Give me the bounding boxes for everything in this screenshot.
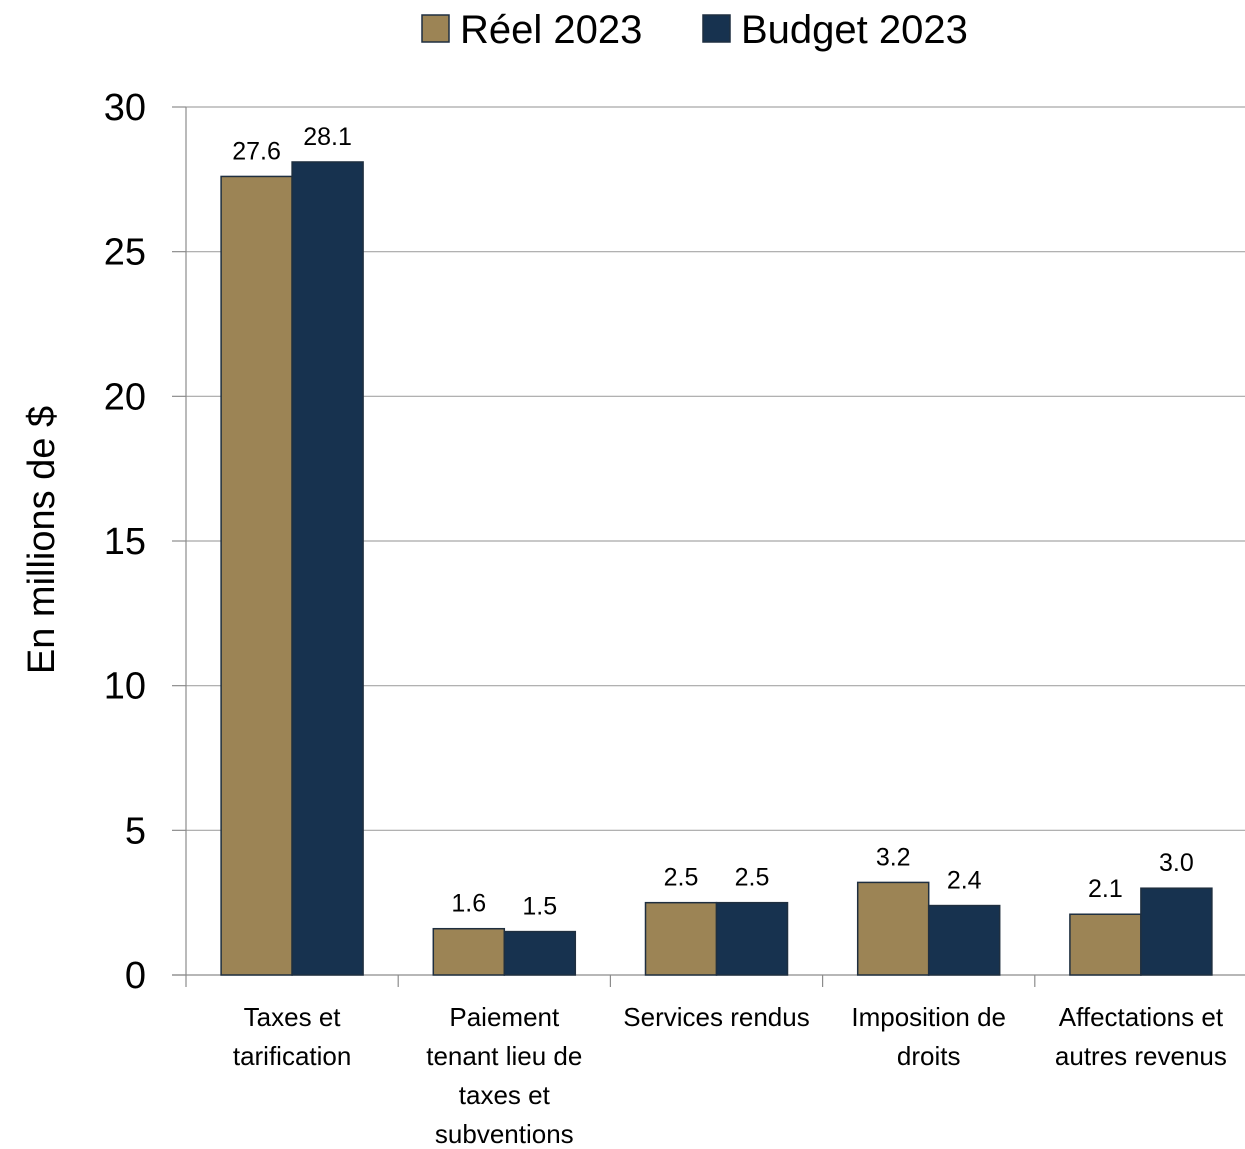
x-category-label-line: Imposition de <box>851 1002 1006 1032</box>
y-tick-label: 0 <box>125 955 146 997</box>
y-tick-label: 20 <box>104 376 146 418</box>
data-label: 27.6 <box>232 137 281 165</box>
x-category-label-line: autres revenus <box>1055 1041 1227 1071</box>
y-tick-label: 15 <box>104 521 146 563</box>
data-label: 2.5 <box>664 864 699 892</box>
y-axis-label: En millions de $ <box>21 406 63 674</box>
legend-label: Réel 2023 <box>460 8 642 52</box>
bar-reel <box>856 881 930 976</box>
x-category-label: Imposition de droits <box>851 1002 1006 1071</box>
legend-swatch <box>421 14 450 43</box>
bar-budget <box>503 930 577 976</box>
value-labels: 27.6 28.1 1.6 1.5 2.5 2.5 3.2 2.4 2.1 3.0 <box>232 123 1194 921</box>
x-category-label-line: taxes et <box>459 1080 551 1110</box>
y-tick-label: 5 <box>125 810 146 852</box>
bar-budget <box>715 901 789 976</box>
data-label: 2.5 <box>735 864 770 892</box>
y-tick-labels: 0 5 10 15 20 25 30 <box>104 87 146 997</box>
data-label: 2.4 <box>947 867 982 895</box>
data-label: 2.1 <box>1088 875 1123 903</box>
data-label: 1.6 <box>451 890 486 918</box>
x-category-label-line: Affectations et <box>1059 1002 1224 1032</box>
legend-label: Budget 2023 <box>741 8 968 52</box>
bar-reel <box>220 175 293 976</box>
x-category-label-line: tarification <box>233 1041 352 1071</box>
bar-budget <box>1140 887 1213 976</box>
x-category-label-line: Paiement <box>449 1002 560 1032</box>
bars <box>220 161 1213 976</box>
x-category-label: Affectations et autres revenus <box>1055 1002 1227 1071</box>
bar-budget <box>291 161 364 976</box>
bar-budget <box>927 904 1001 976</box>
y-tick-label: 25 <box>104 232 146 274</box>
y-tick-label: 10 <box>104 666 146 708</box>
data-label: 28.1 <box>303 123 352 151</box>
data-label: 3.0 <box>1159 849 1194 877</box>
bar-reel <box>644 901 718 976</box>
x-category-label-line: Taxes et <box>244 1002 342 1032</box>
x-category-label-line: tenant lieu de <box>426 1041 582 1071</box>
data-label: 1.5 <box>522 893 557 921</box>
x-category-label-line: Services rendus <box>623 1002 809 1032</box>
legend-swatch <box>702 14 731 43</box>
x-category-label-line: subventions <box>435 1119 574 1149</box>
y-tick-label: 30 <box>104 87 146 129</box>
x-category-label-line: droits <box>897 1041 961 1071</box>
x-category-label: Services rendus <box>623 1002 809 1032</box>
data-label: 3.2 <box>876 843 911 871</box>
legend: Réel 2023 Budget 2023 <box>421 8 968 52</box>
bar-reel <box>1069 913 1142 976</box>
category-labels: Taxes et tarification Paiement tenant lieu … <box>233 1002 1227 1149</box>
x-category-label: Taxes et tarification <box>233 1002 352 1071</box>
bar-reel <box>432 927 506 976</box>
x-category-label: Paiement tenant lieu de taxes et subvention… <box>426 1002 582 1149</box>
